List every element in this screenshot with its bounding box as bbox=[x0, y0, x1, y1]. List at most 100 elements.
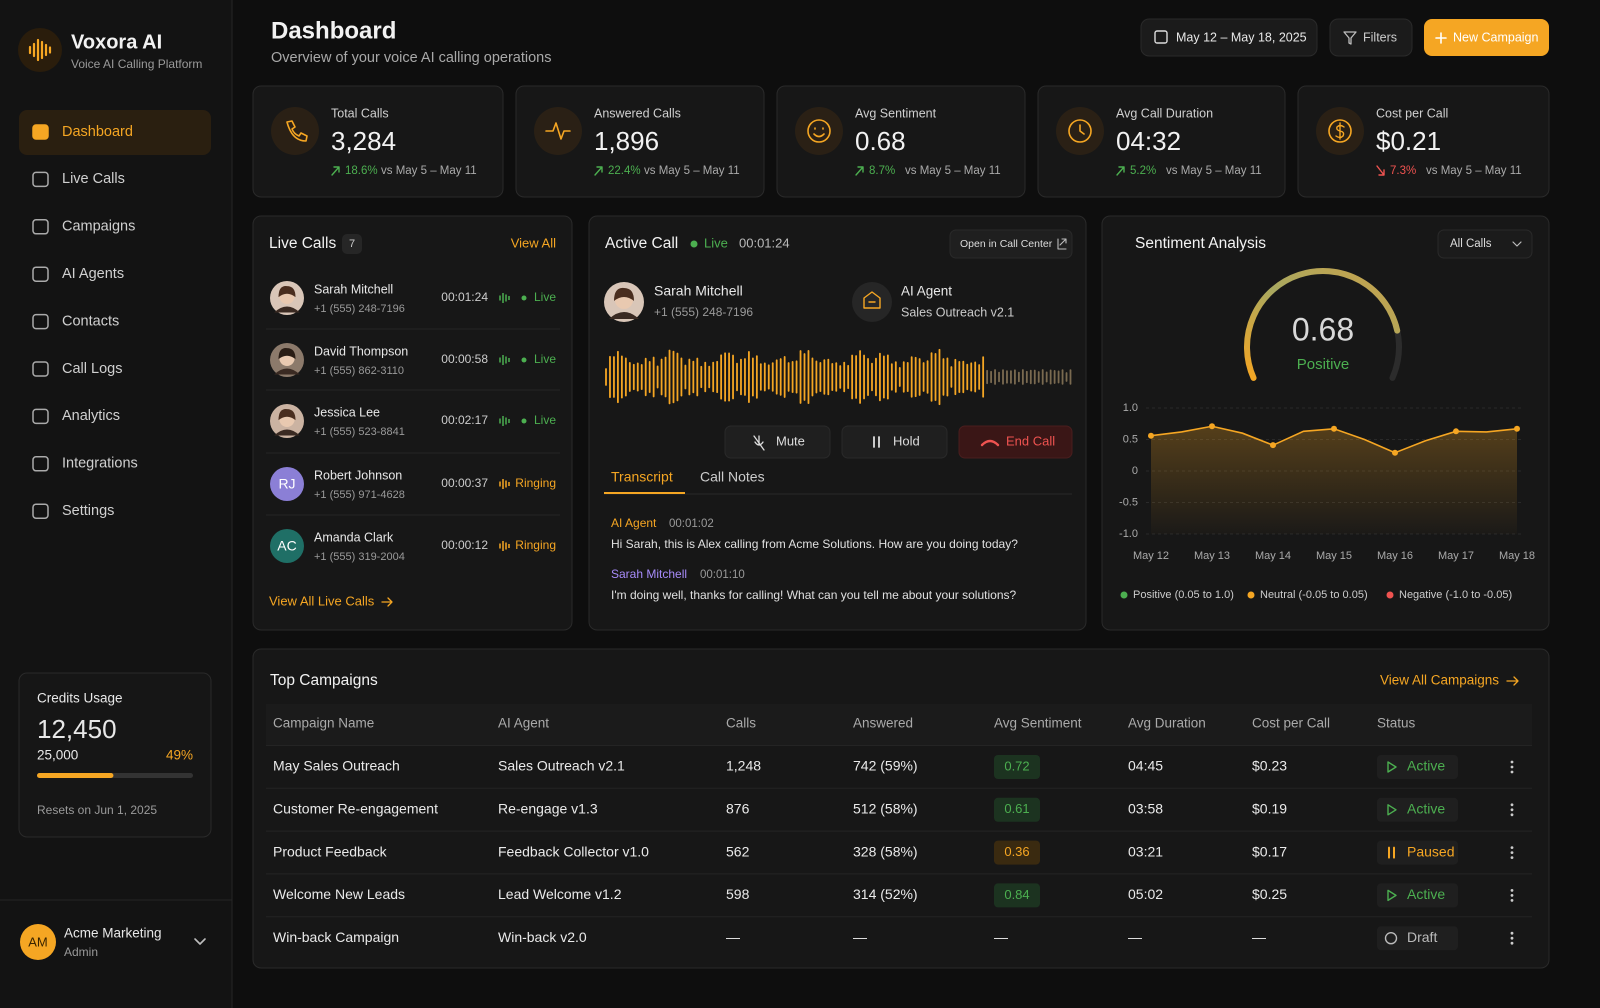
x-tick-label: May 14 bbox=[1255, 550, 1291, 562]
point bbox=[1392, 449, 1398, 456]
nav-item[interactable]: Dashboard bbox=[62, 124, 133, 140]
kpi-icon bbox=[1335, 122, 1345, 140]
table-cell: 328 (58%) bbox=[853, 843, 918, 859]
nav-icon bbox=[32, 266, 49, 282]
kpi-compare: vs May 5 – May 11 bbox=[905, 165, 1001, 177]
sentiment-badge bbox=[994, 840, 1040, 865]
table-cell: Customer Re-engagement bbox=[273, 801, 438, 817]
avatar bbox=[270, 529, 304, 563]
trend-arrow bbox=[331, 166, 340, 176]
avatar-body bbox=[274, 306, 300, 313]
new-campaign-button[interactable] bbox=[1424, 19, 1549, 56]
kpi-card bbox=[1037, 85, 1286, 198]
point bbox=[1270, 442, 1276, 449]
nav-item[interactable]: Integrations bbox=[62, 456, 138, 472]
avatar-hair bbox=[278, 286, 296, 298]
credits-fill bbox=[37, 773, 114, 778]
nav-item[interactable]: Settings bbox=[62, 503, 114, 519]
tab-active[interactable]: Transcript bbox=[611, 469, 673, 485]
nav-item[interactable]: Live Calls bbox=[62, 171, 125, 187]
nav-item[interactable]: Contacts bbox=[62, 313, 119, 329]
nav-item[interactable]: AI Agents bbox=[62, 266, 124, 282]
row-menu[interactable] bbox=[1510, 803, 1514, 807]
table-cell: Feedback Collector v1.0 bbox=[498, 843, 649, 859]
row-menu[interactable] bbox=[1510, 941, 1514, 945]
point bbox=[1331, 425, 1337, 432]
sentiment-badge-text: 0.36 bbox=[1004, 844, 1029, 859]
status-text: Active bbox=[1407, 758, 1445, 774]
row-menu[interactable] bbox=[1510, 760, 1514, 764]
y-tick-label: 0.5 bbox=[1123, 433, 1138, 445]
y-tick-label: -0.5 bbox=[1119, 496, 1138, 508]
plus-icon bbox=[1435, 32, 1447, 44]
call-control-button[interactable] bbox=[958, 425, 1073, 459]
table-cell: $0.17 bbox=[1252, 843, 1287, 859]
call-status: Ringing bbox=[515, 476, 556, 490]
date-button[interactable] bbox=[1140, 18, 1318, 57]
count-badge bbox=[342, 234, 362, 254]
row-menu[interactable] bbox=[1510, 889, 1514, 892]
tab[interactable]: Call Notes bbox=[700, 469, 765, 485]
nav-item[interactable]: Call Logs bbox=[62, 361, 122, 377]
trend-arrow bbox=[594, 166, 603, 176]
tab-underline bbox=[604, 492, 685, 494]
point bbox=[1148, 432, 1154, 439]
nav-item[interactable]: Campaigns bbox=[62, 219, 135, 235]
row-menu[interactable] bbox=[1510, 894, 1514, 897]
kpi-change: 8.7% bbox=[869, 165, 895, 177]
status-badge bbox=[1377, 755, 1458, 779]
status-icon bbox=[1384, 932, 1398, 945]
call-control-button[interactable] bbox=[724, 425, 831, 459]
avatar-body bbox=[274, 429, 300, 436]
user-name: Acme Marketing bbox=[64, 926, 162, 941]
row-menu[interactable] bbox=[1510, 770, 1514, 774]
row-menu[interactable] bbox=[1510, 846, 1514, 849]
kpi-compare: vs May 5 – May 11 bbox=[1166, 165, 1262, 177]
view-all-campaigns-link[interactable]: View All Campaigns bbox=[1380, 673, 1499, 688]
agent-label: AI Agent bbox=[901, 284, 952, 299]
kpi-icon bbox=[813, 127, 825, 138]
view-all-live-link[interactable]: View All Live Calls bbox=[269, 593, 375, 608]
sentiment-badge bbox=[994, 755, 1040, 779]
status-badge bbox=[1377, 797, 1458, 822]
live-calls-card bbox=[252, 215, 573, 631]
row-menu[interactable] bbox=[1510, 808, 1514, 812]
sentiment-badge bbox=[994, 883, 1040, 908]
call-control-label: End Call bbox=[1006, 433, 1055, 448]
row-menu[interactable] bbox=[1510, 936, 1514, 940]
row-menu[interactable] bbox=[1510, 851, 1514, 854]
table-cell: 598 bbox=[726, 886, 750, 902]
kpi-compare: vs May 5 – May 11 bbox=[1426, 165, 1522, 177]
open-call-center-label: Open in Call Center bbox=[960, 238, 1053, 250]
nav-icon bbox=[32, 408, 49, 425]
table-cell: $0.23 bbox=[1252, 758, 1287, 774]
kpi-icon bbox=[807, 119, 831, 143]
call-duration: 00:01:24 bbox=[441, 290, 488, 304]
row-menu[interactable] bbox=[1510, 813, 1514, 817]
legend-swatch bbox=[1386, 591, 1394, 599]
row-menu[interactable] bbox=[1510, 856, 1514, 859]
filter-dropdown[interactable] bbox=[1437, 229, 1533, 259]
column-header: Status bbox=[1377, 716, 1416, 731]
row-menu[interactable] bbox=[1510, 899, 1514, 902]
avatar-body bbox=[274, 368, 300, 375]
avatar-hair bbox=[278, 348, 296, 360]
nav-item[interactable]: Analytics bbox=[62, 408, 120, 424]
trend-arrow bbox=[1376, 165, 1385, 176]
call-status: Live bbox=[534, 290, 556, 304]
kpi-card bbox=[776, 85, 1026, 198]
open-call-center-button[interactable] bbox=[949, 229, 1073, 259]
hold-icon bbox=[873, 436, 880, 448]
row-menu[interactable] bbox=[1510, 765, 1514, 769]
filters-button[interactable] bbox=[1329, 18, 1413, 57]
column-header: AI Agent bbox=[498, 716, 549, 731]
call-duration: 00:00:37 bbox=[441, 476, 488, 490]
view-all-link[interactable]: View All bbox=[511, 235, 556, 250]
legend-swatch bbox=[1247, 591, 1255, 599]
row-menu[interactable] bbox=[1510, 931, 1514, 935]
caller-name: Jessica Lee bbox=[314, 405, 380, 419]
credits-total: 25,000 bbox=[37, 748, 78, 763]
avatar-initials: AC bbox=[277, 538, 296, 554]
x-tick-label: May 12 bbox=[1133, 550, 1169, 562]
call-control-button[interactable] bbox=[841, 425, 948, 459]
